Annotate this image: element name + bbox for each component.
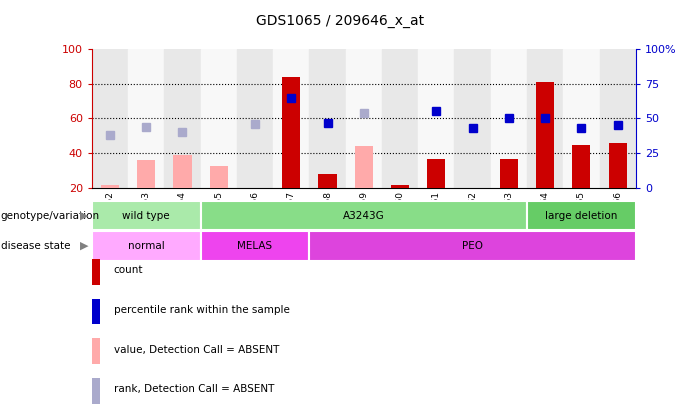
Bar [92,339,101,364]
Bar [209,166,228,188]
Bar [536,82,554,188]
Text: percentile rank within the sample: percentile rank within the sample [114,305,290,315]
Bar [527,201,636,230]
Bar [92,49,128,188]
Bar [418,49,454,188]
Text: count: count [114,265,143,275]
Bar [92,201,201,230]
Bar [527,49,563,188]
Bar [382,49,418,188]
Bar [491,49,527,188]
Bar [237,49,273,188]
Bar [609,143,627,188]
Bar [563,49,600,188]
Bar [309,232,636,261]
Text: value, Detection Call = ABSENT: value, Detection Call = ABSENT [114,345,279,355]
Bar [92,259,101,284]
Text: GDS1065 / 209646_x_at: GDS1065 / 209646_x_at [256,14,424,28]
Text: disease state: disease state [1,241,70,251]
Bar [201,232,309,261]
Bar [464,188,481,206]
Text: PEO: PEO [462,241,483,251]
Bar [101,185,119,188]
Bar [92,299,101,324]
Text: large deletion: large deletion [545,211,617,221]
Bar [282,77,301,188]
Text: rank, Detection Call = ABSENT: rank, Detection Call = ABSENT [114,384,274,394]
Bar [92,232,201,261]
Bar [345,49,382,188]
Bar [201,201,527,230]
Bar [355,147,373,188]
Bar [573,145,590,188]
Bar [137,160,155,188]
Text: A3243G: A3243G [343,211,385,221]
Text: ▶: ▶ [80,211,88,221]
Bar [318,174,337,188]
Bar [427,159,445,188]
Text: MELAS: MELAS [237,241,273,251]
Bar [165,49,201,188]
Text: wild type: wild type [122,211,170,221]
Bar [92,378,101,403]
Bar [201,49,237,188]
Bar [173,155,192,188]
Text: normal: normal [128,241,165,251]
Bar [309,49,345,188]
Bar [454,49,491,188]
Text: ▶: ▶ [80,241,88,251]
Bar [128,49,165,188]
Bar [500,159,518,188]
Bar [273,49,309,188]
Bar [391,185,409,188]
Text: genotype/variation: genotype/variation [1,211,100,221]
Bar [600,49,636,188]
